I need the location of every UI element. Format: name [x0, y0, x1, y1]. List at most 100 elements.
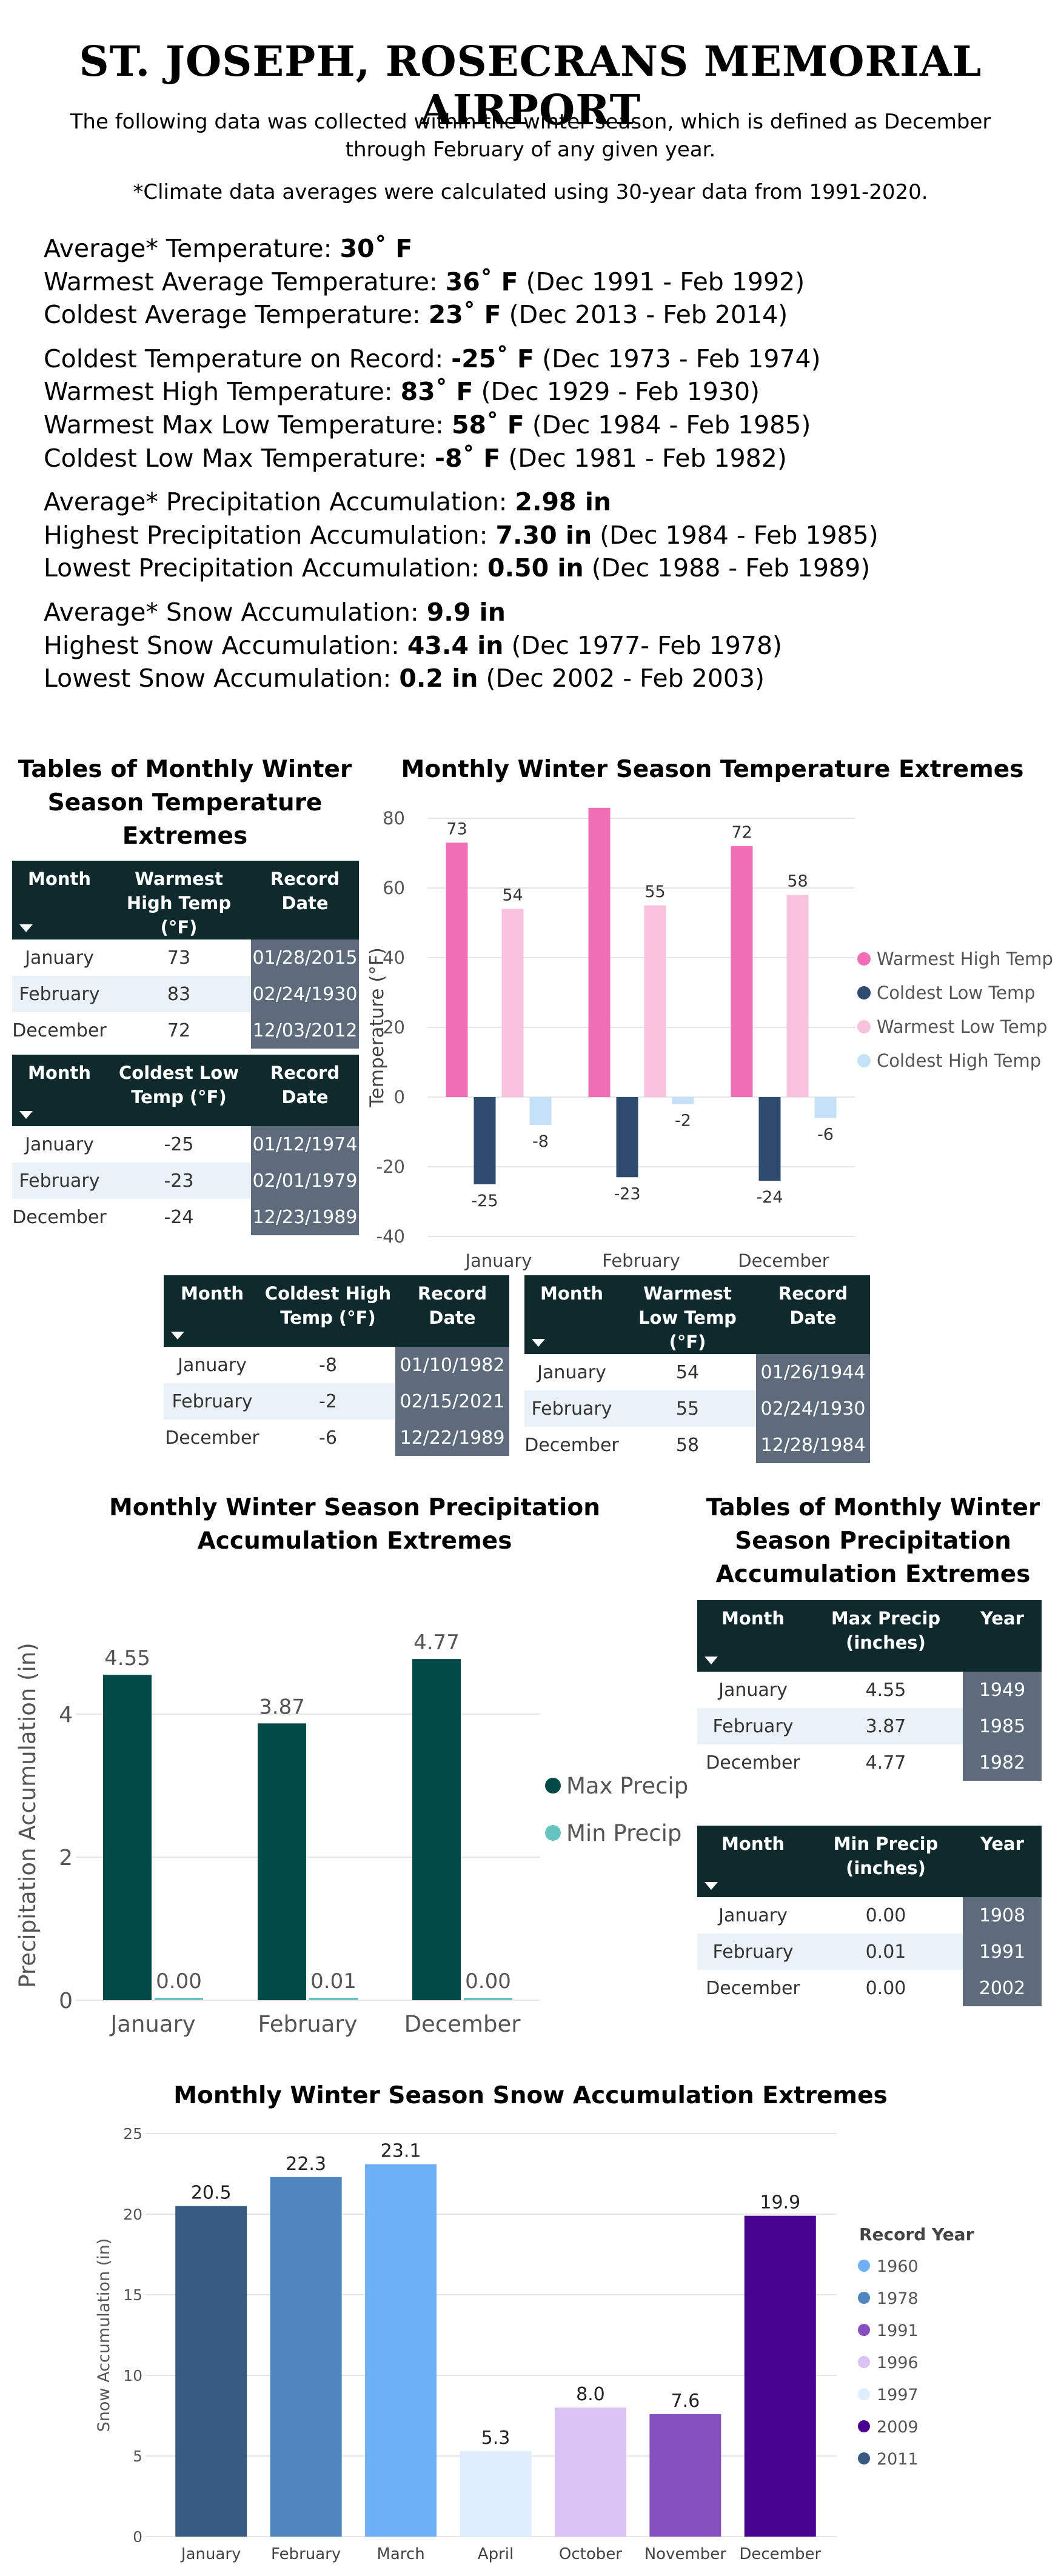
- table-row: December -24 12/23/1989: [12, 1199, 359, 1235]
- stat-value: 58˚ F: [451, 410, 524, 439]
- table-cell: December: [524, 1434, 619, 1456]
- legend-label: Coldest Low Temp: [877, 983, 1036, 1003]
- precip-tables-title: Tables of Monthly Winter Season Precipit…: [706, 1494, 1040, 1588]
- y-tick-label: 0: [133, 2528, 142, 2546]
- table-header-cell: Month: [697, 1600, 809, 1672]
- bar: [460, 2451, 532, 2537]
- table-header-cell: Coldest High Temp (°F): [261, 1275, 395, 1347]
- y-tick-label: 10: [123, 2367, 142, 2384]
- stat-value: 2.98 in: [515, 487, 612, 517]
- stat-line: Highest Snow Accumulation: 43.4 in (Dec …: [44, 629, 1014, 662]
- y-tick-label: 25: [123, 2125, 142, 2143]
- data-label: 5.3: [481, 2428, 510, 2449]
- bar: [270, 2177, 342, 2537]
- y-tick-label: 20: [123, 2206, 142, 2223]
- bar: [446, 843, 468, 1097]
- intro-text: The following data was collected within …: [70, 110, 991, 162]
- data-label: 8.0: [576, 2384, 605, 2405]
- table-cell: 72: [167, 1019, 191, 1041]
- table-cell: -8: [319, 1354, 337, 1376]
- table-header-cell: Record Date: [395, 1275, 509, 1347]
- data-label: 3.87: [259, 1695, 305, 1719]
- x-tick-label: January: [464, 1250, 532, 1271]
- stat-label: Average* Temperature:: [44, 234, 340, 263]
- table-cell: 4.55: [865, 1679, 906, 1701]
- data-label: 0.01: [310, 1969, 356, 1994]
- temp-chart-title: Monthly Winter Season Temperature Extrem…: [401, 756, 1024, 783]
- data-label: 4.77: [413, 1630, 460, 1655]
- stat-value: 0.50 in: [487, 553, 584, 583]
- stat-value: 43.4 in: [407, 630, 504, 660]
- table-cell: -24: [164, 1206, 194, 1228]
- y-tick-label: 40: [383, 947, 405, 968]
- climate-footnote: *Climate data averages were calculated u…: [133, 180, 928, 204]
- warmest-high-table: Month Warmest High Temp (°F) Record Date Ja…: [12, 861, 359, 1049]
- stat-label: Coldest Low Max Temperature:: [44, 443, 435, 473]
- stat-date-range: (Dec 2002 - Feb 2003): [478, 664, 765, 693]
- data-label: -24: [756, 1188, 783, 1207]
- table-header-cell: Month: [12, 1055, 107, 1126]
- table-cell: January: [178, 1354, 247, 1376]
- table-cell: February: [12, 1163, 107, 1199]
- table-cell: 3.87: [809, 1708, 963, 1744]
- stat-value: -25˚ F: [451, 344, 535, 373]
- table-header-cell: Coldest Low Temp (°F): [107, 1055, 251, 1126]
- x-tick-label: January: [180, 2545, 241, 2563]
- table-cell: 12/23/1989: [251, 1199, 359, 1235]
- y-tick-label: 0: [394, 1087, 405, 1107]
- table-cell: February: [12, 976, 107, 1012]
- y-tick-label: 20: [383, 1017, 405, 1038]
- data-label: -2: [675, 1112, 691, 1130]
- stat-label: Warmest Average Temperature:: [44, 267, 446, 296]
- stat-value: -8˚ F: [434, 443, 501, 473]
- legend-marker: [857, 1020, 871, 1033]
- x-tick-label: February: [258, 2011, 358, 2037]
- stat-line: Coldest Average Temperature: 23˚ F (Dec …: [44, 298, 1014, 332]
- stat-line: Lowest Precipitation Accumulation: 0.50 …: [44, 552, 1014, 585]
- data-label: 54: [502, 886, 523, 905]
- table-cell: February: [697, 1708, 809, 1744]
- table-row: January 54 01/26/1944: [524, 1354, 870, 1390]
- table-cell: February: [524, 1390, 619, 1427]
- table-header-cell: Record Date: [251, 861, 359, 939]
- table-cell: 01/28/2015: [251, 939, 359, 976]
- y-tick-label: 5: [133, 2448, 142, 2465]
- x-tick-label: February: [271, 2545, 341, 2563]
- table-row: December 4.77 1982: [697, 1744, 1042, 1781]
- max-precip-table: Month Max Precip (inches) Year January 4.55 1…: [697, 1600, 1042, 1781]
- data-label: 23.1: [381, 2141, 421, 2162]
- data-label: 0.00: [465, 1969, 511, 1994]
- y-tick-label: -40: [377, 1226, 405, 1247]
- data-label: 0.00: [156, 1969, 202, 1994]
- stat-value: 30˚ F: [340, 234, 413, 263]
- table-header-cell: Month: [524, 1275, 619, 1354]
- table-cell: December: [706, 1752, 800, 1774]
- min-precip-table: Month Min Precip (inches) Year January 0.00 1…: [697, 1826, 1042, 2006]
- stat-line: Coldest Temperature on Record: -25˚ F (D…: [44, 342, 1014, 376]
- bar: [616, 1097, 638, 1178]
- y-tick-label: 80: [383, 808, 405, 829]
- stat-line: Average* Temperature: 30˚ F: [44, 232, 1014, 265]
- table-cell: 0.00: [865, 1977, 906, 1999]
- precipitation-chart: 0 2 4 Precipitation Accumulation (in) Januar…: [15, 1630, 688, 2037]
- table-cell: 4.77: [865, 1752, 906, 1774]
- table-row: February 83 02/24/1930: [12, 976, 359, 1012]
- legend-marker: [858, 2260, 870, 2272]
- table-row: February 3.87 1985: [697, 1708, 1042, 1744]
- stat-date-range: (Dec 1984 - Feb 1985): [592, 520, 879, 550]
- bar: [464, 1998, 512, 2000]
- x-tick-label: November: [644, 2545, 727, 2563]
- table-header-cell: Year: [963, 1600, 1042, 1672]
- stat-label: Lowest Snow Accumulation:: [44, 664, 400, 693]
- y-axis-label: Snow Accumulation (in): [95, 2238, 113, 2432]
- y-tick-label: 4: [59, 1703, 73, 1727]
- data-label: -23: [614, 1184, 640, 1203]
- bar: [155, 1998, 203, 2000]
- legend-marker: [858, 2356, 870, 2368]
- table-row: December 72 12/03/2012: [12, 1012, 359, 1049]
- precip-chart-title: Monthly Winter Season Precipitation Accu…: [109, 1494, 600, 1555]
- stat-line: Lowest Snow Accumulation: 0.2 in (Dec 20…: [44, 662, 1014, 695]
- table-row: December 0.00 2002: [697, 1970, 1042, 2006]
- data-label: 73: [446, 819, 467, 838]
- bar: [501, 909, 524, 1097]
